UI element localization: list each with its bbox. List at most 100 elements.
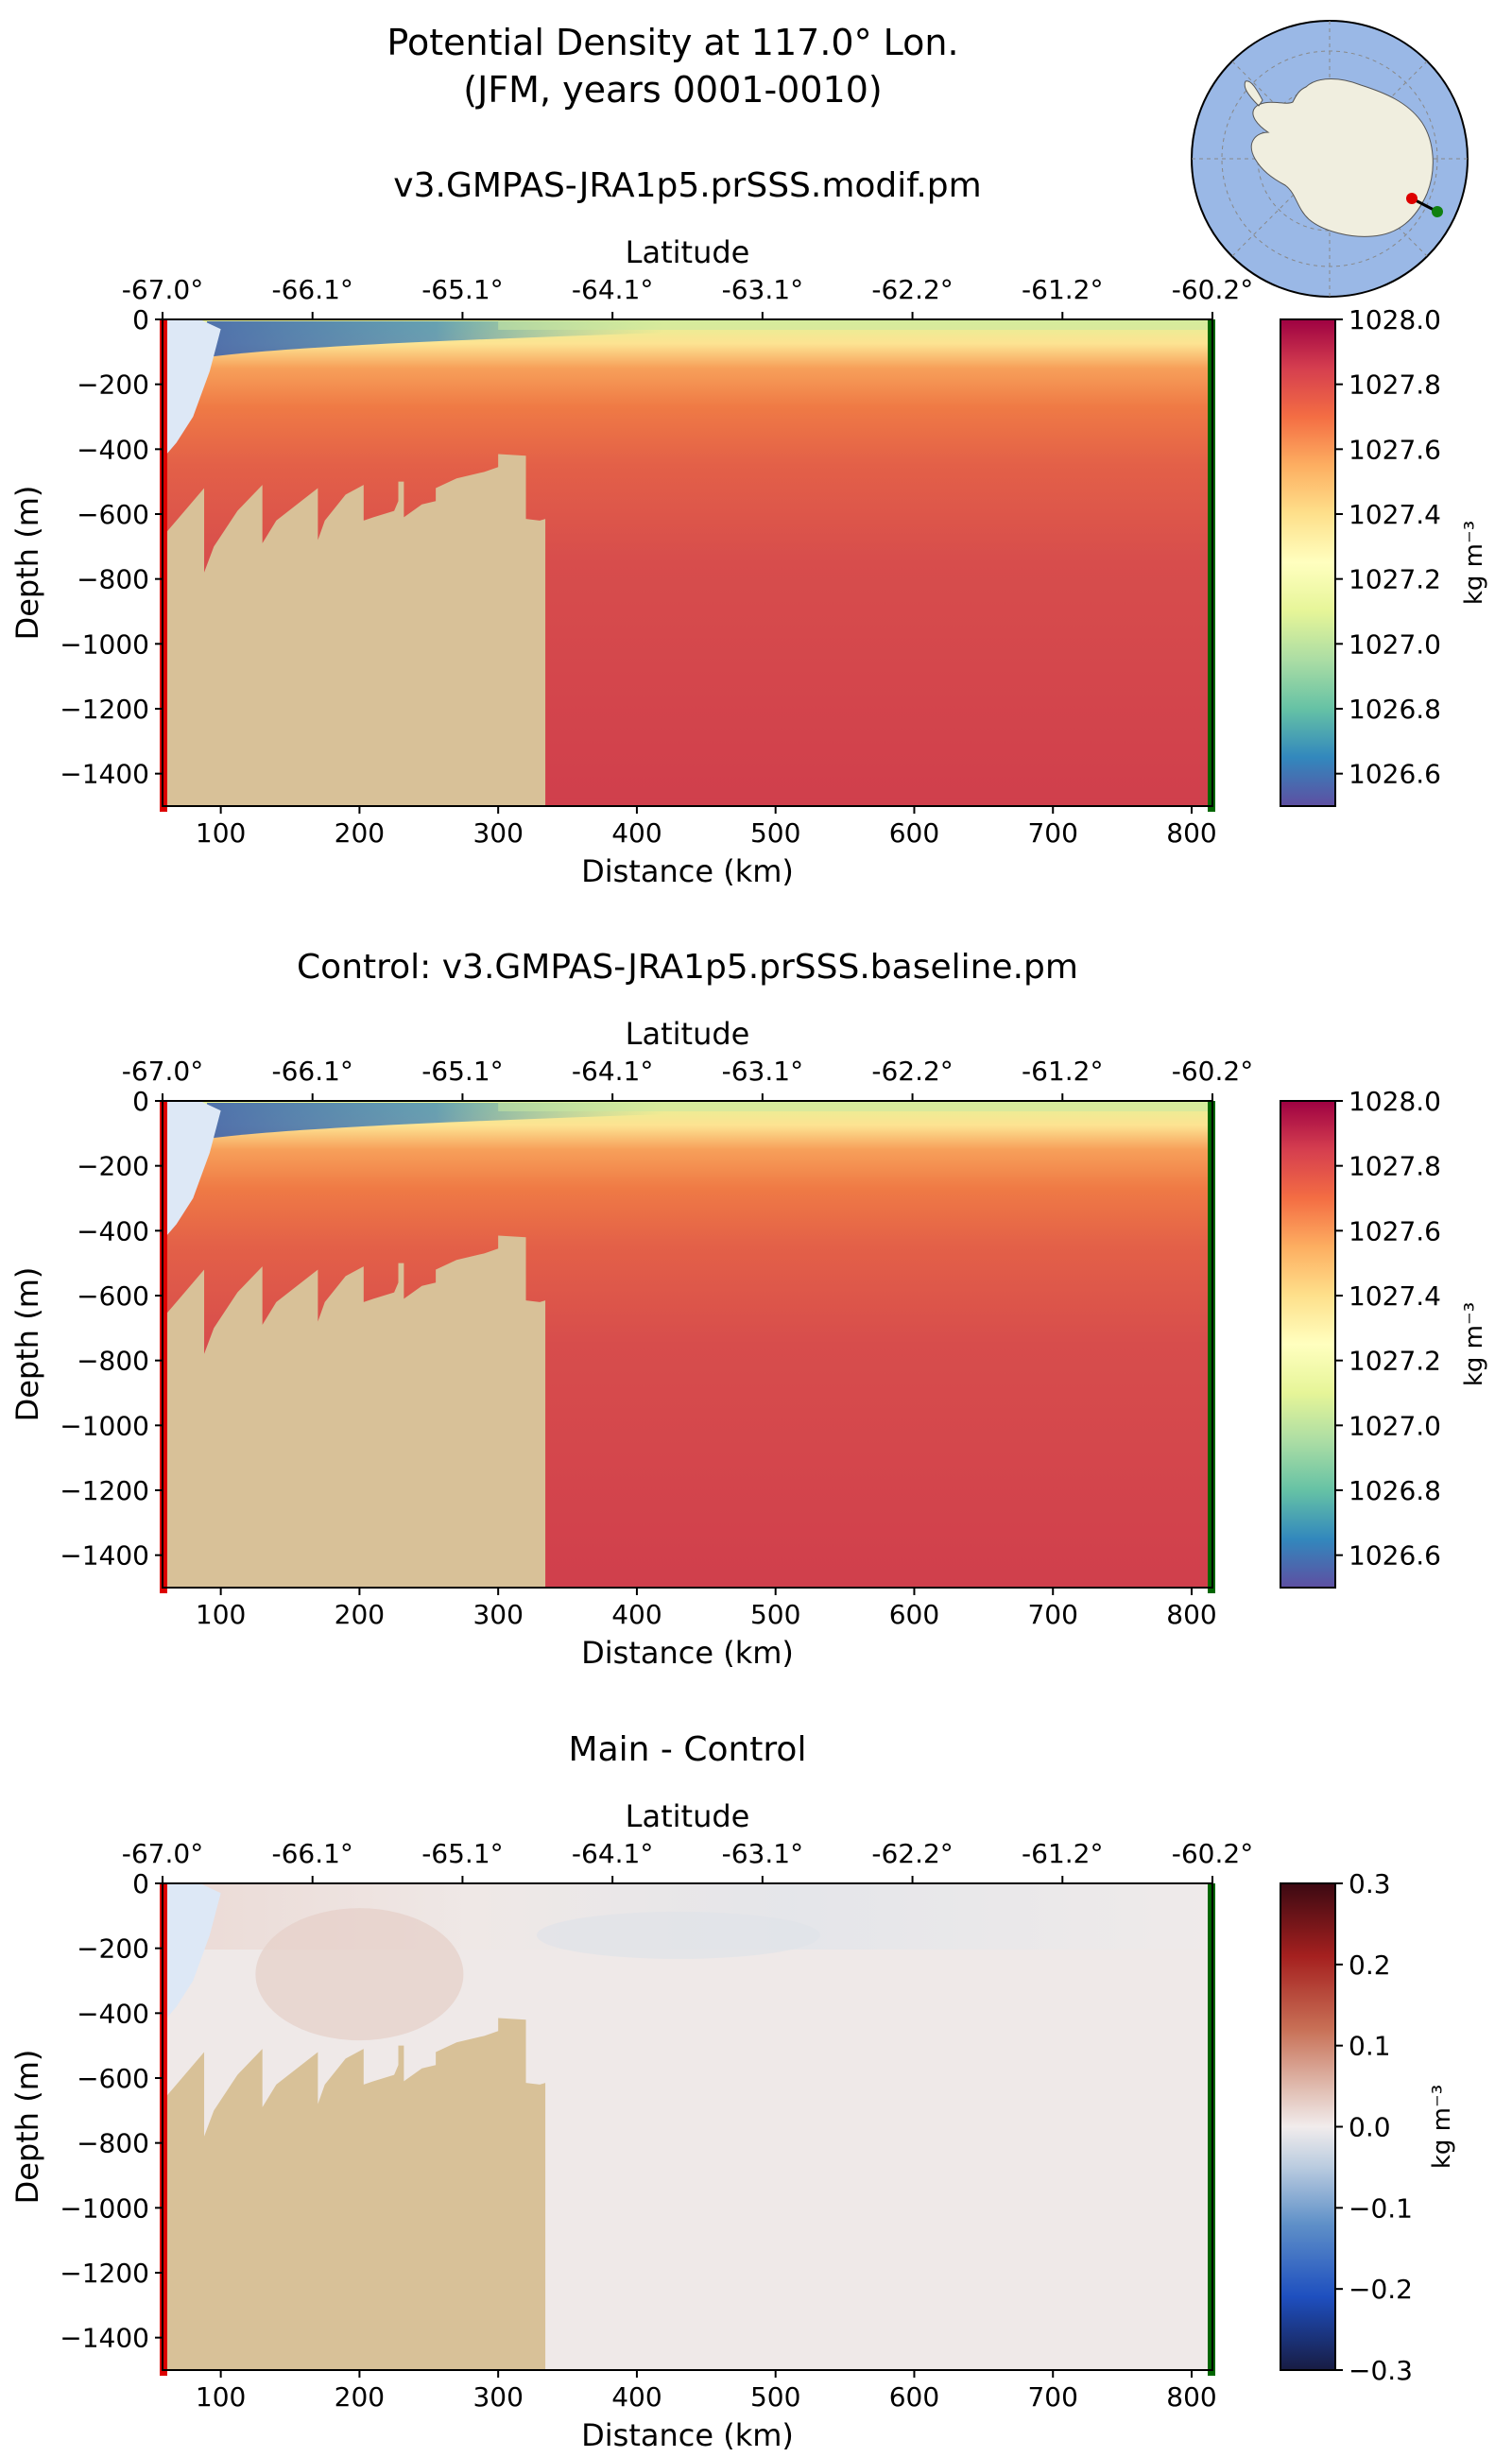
x-tick-label: 300 [472, 1599, 523, 1630]
y-tick-label: −800 [77, 2128, 149, 2159]
colorbar-tick-label: −0.1 [1349, 2192, 1413, 2224]
y-tick-label: −200 [77, 1151, 149, 1182]
x-tick-label: 800 [1166, 1599, 1216, 1630]
colorbar-tick-label: 1027.6 [1349, 1215, 1441, 1246]
lat-tick-label: -67.0° [122, 1056, 203, 1087]
y-tick-label: −400 [77, 434, 149, 465]
colorbar-tick-label: 0.1 [1349, 2031, 1391, 2062]
lat-tick-label: -67.0° [122, 1838, 203, 1869]
x-tick-label: 700 [1027, 2381, 1077, 2413]
x-tick-label: 100 [196, 817, 246, 849]
x-axis-label: Distance (km) [581, 1635, 794, 1671]
colorbar-tick-label: 1027.4 [1349, 1280, 1441, 1312]
x-tick-label: 500 [750, 1599, 800, 1630]
y-tick-label: −800 [77, 564, 149, 595]
fresh-surface-lens [206, 1103, 665, 1139]
panel-title: Control: v3.GMPAS-JRA1p5.prSSS.baseline.… [297, 948, 1078, 987]
y-tick-label: −1000 [60, 2192, 149, 2224]
x-tick-label: 100 [196, 1599, 246, 1630]
lat-tick-label: -61.2° [1022, 1056, 1103, 1087]
bathymetry-land [163, 454, 546, 806]
bathymetry-land [163, 1235, 546, 1588]
colorbar-tick-label: 0.2 [1349, 1950, 1391, 1981]
inset-section-end-dot [1432, 206, 1443, 217]
colorbar-tick-label: 1027.4 [1349, 499, 1441, 530]
difference-coastal-anomaly [255, 1908, 464, 2041]
colorbar-label: kg m⁻³ [1428, 2085, 1456, 2169]
lat-tick-label: -64.1° [572, 274, 653, 305]
colorbar-tick-label: 1028.0 [1349, 304, 1441, 335]
lat-tick-label: -60.2° [1172, 1056, 1253, 1087]
chart-panel-2: Control: v3.GMPAS-JRA1p5.prSSS.baseline.… [9, 948, 1488, 1671]
y-tick-label: −800 [77, 1346, 149, 1377]
y-tick-label: −1200 [60, 1475, 149, 1506]
lat-tick-label: -65.1° [421, 1056, 503, 1087]
y-tick-label: −1200 [60, 694, 149, 725]
x-tick-label: 400 [611, 2381, 662, 2413]
colorbar-tick-label: −0.2 [1349, 2274, 1413, 2305]
x-tick-label: 400 [611, 817, 662, 849]
y-tick-label: 0 [132, 1086, 149, 1117]
top-axis-label: Latitude [626, 234, 750, 270]
x-tick-label: 600 [889, 817, 939, 849]
panel-title: Main - Control [569, 1730, 807, 1769]
colorbar-tick-label: 1026.8 [1349, 1475, 1441, 1506]
colorbar-tick-label: 1026.6 [1349, 759, 1441, 790]
colorbar-tick-label: 0.3 [1349, 1868, 1391, 1899]
antarctica-land [1244, 78, 1434, 237]
colorbar-label: kg m⁻³ [1460, 1302, 1488, 1386]
fresh-surface-lens [206, 321, 665, 357]
figure-title-line1: Potential Density at 117.0° Lon. [387, 22, 958, 63]
x-tick-label: 700 [1027, 1599, 1077, 1630]
lat-tick-label: -66.1° [271, 274, 352, 305]
x-tick-label: 200 [335, 2381, 385, 2413]
plot-frame [162, 1882, 1213, 2371]
bathymetry-land [163, 2018, 546, 2370]
figure-title-line2: (JFM, years 0001-0010) [463, 69, 882, 111]
surface-layer [498, 320, 1212, 330]
top-axis-label: Latitude [626, 1016, 750, 1052]
x-tick-label: 800 [1166, 817, 1216, 849]
lat-tick-label: -66.1° [271, 1056, 352, 1087]
colorbar-tick-label: 1027.0 [1349, 1410, 1441, 1441]
colorbar-tick-label: 1028.0 [1349, 1086, 1441, 1117]
lat-tick-label: -61.2° [1022, 1838, 1103, 1869]
lat-tick-label: -66.1° [271, 1838, 352, 1869]
ice-shelf-cavity [163, 1101, 221, 1241]
x-tick-label: 100 [196, 2381, 246, 2413]
colorbar-tick-label: 1027.2 [1349, 564, 1441, 595]
x-axis-label: Distance (km) [581, 853, 794, 889]
colorbar [1280, 1100, 1336, 1589]
y-tick-label: −400 [77, 1215, 149, 1246]
lat-tick-label: -67.0° [122, 274, 203, 305]
colorbar-tick-label: 1026.6 [1349, 1540, 1441, 1572]
lat-tick-label: -62.2° [871, 274, 953, 305]
y-tick-label: −200 [77, 369, 149, 401]
top-axis-label: Latitude [626, 1798, 750, 1834]
lat-tick-label: -61.2° [1022, 274, 1103, 305]
y-tick-label: −600 [77, 2063, 149, 2094]
lat-tick-label: -63.1° [722, 274, 803, 305]
inset-map [1191, 20, 1469, 298]
lat-tick-label: -60.2° [1172, 274, 1253, 305]
lat-tick-label: -60.2° [1172, 1838, 1253, 1869]
y-tick-label: −1000 [60, 628, 149, 660]
ice-shelf-cavity [163, 1883, 221, 2023]
y-tick-label: −1400 [60, 2323, 149, 2354]
surface-layer [498, 1102, 1212, 1111]
y-axis-label: Depth (m) [9, 1267, 45, 1422]
colorbar [1280, 1882, 1336, 2371]
colorbar-tick-label: 0.0 [1349, 2112, 1391, 2143]
y-tick-label: −600 [77, 499, 149, 530]
lat-tick-label: -65.1° [421, 274, 503, 305]
y-tick-label: −1400 [60, 1540, 149, 1572]
colorbar [1280, 318, 1336, 807]
x-tick-label: 500 [750, 2381, 800, 2413]
x-tick-label: 200 [335, 1599, 385, 1630]
x-tick-label: 800 [1166, 2381, 1216, 2413]
x-tick-label: 700 [1027, 817, 1077, 849]
chart-panel-3: Main - Control 100 200 300 400 500 600 700 800 Di… [9, 1730, 1456, 2453]
x-tick-label: 200 [335, 817, 385, 849]
y-tick-label: 0 [132, 1868, 149, 1899]
